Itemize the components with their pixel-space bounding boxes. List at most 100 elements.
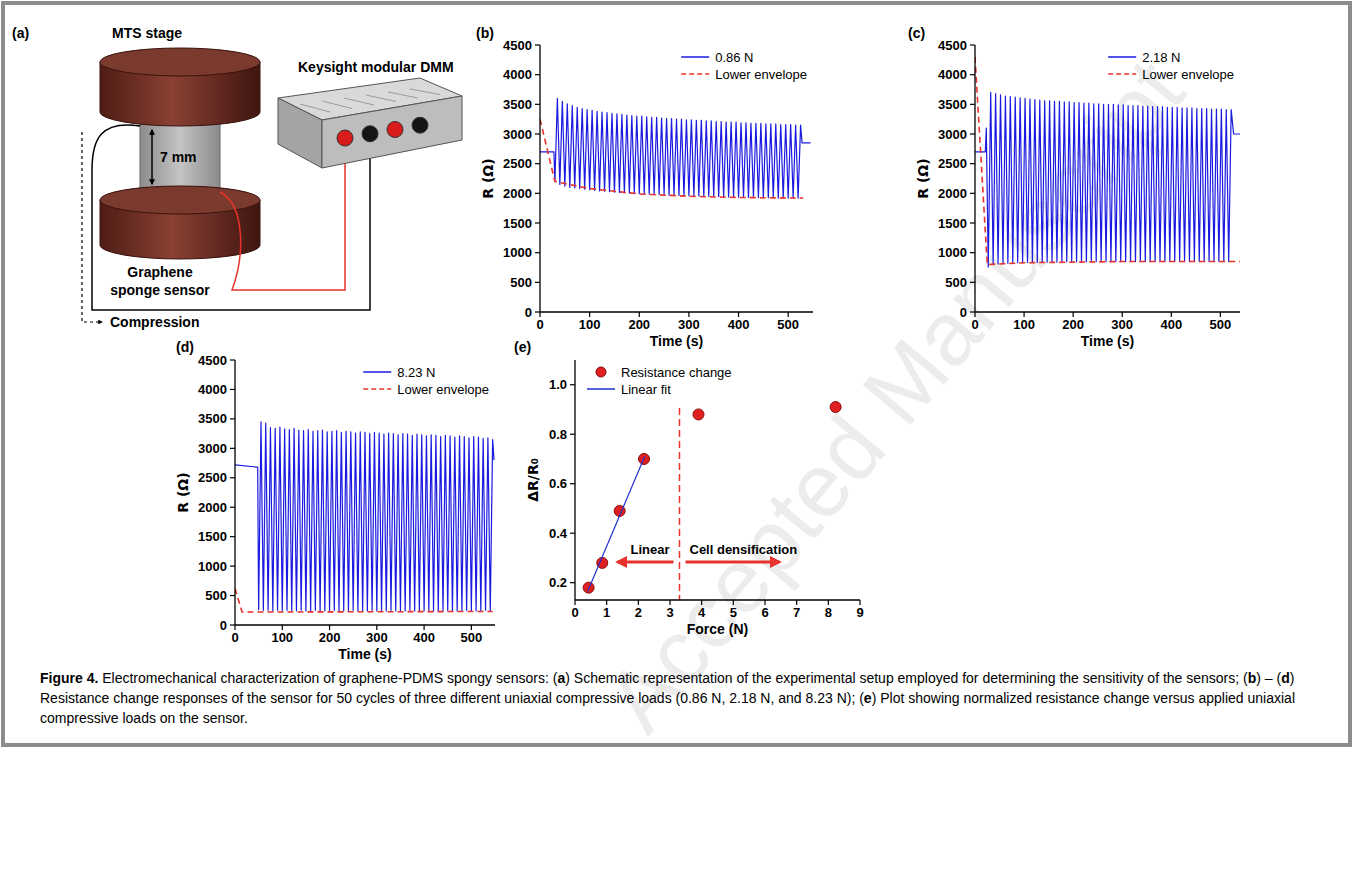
x-tick-label: 9	[856, 605, 863, 620]
dmm-vent	[300, 104, 330, 112]
legend: 8.23 NLower envelope	[363, 365, 489, 397]
watermark: Accepted Manuscript	[586, 41, 1203, 749]
y-tick	[230, 389, 235, 390]
x-tick-label: 1	[603, 605, 610, 620]
panel-label: (a)	[12, 25, 29, 41]
y-tick-label: 2000	[938, 186, 967, 201]
caption-label: Figure 4.	[40, 670, 98, 686]
y-tick	[970, 104, 975, 105]
y-tick-label: 1500	[938, 216, 967, 231]
plot-area	[540, 98, 811, 198]
y-tick	[230, 595, 235, 596]
series-line	[235, 422, 494, 611]
x-tick-label: 200	[1062, 317, 1084, 332]
y-tick	[535, 44, 540, 45]
y-tick	[230, 507, 235, 508]
y-tick-label: 500	[205, 588, 227, 603]
x-axis-title: Force (N)	[687, 621, 748, 637]
y-tick	[535, 222, 540, 223]
x-tick-label: 200	[319, 630, 341, 645]
y-tick-label: 3500	[198, 411, 227, 426]
series-line	[588, 456, 645, 591]
stage-label: MTS stage	[112, 25, 182, 41]
x-tick-label: 500	[777, 317, 799, 332]
gap-label: 7 mm	[160, 149, 197, 165]
legend-label: 2.18 N	[1142, 50, 1180, 65]
x-tick-label: 8	[825, 605, 832, 620]
dmm-vent	[366, 95, 396, 102]
y-tick-label: 0.2	[549, 575, 567, 590]
y-tick	[230, 566, 235, 567]
legend-swatch	[596, 367, 606, 377]
y-tick-label: 0.6	[549, 476, 567, 491]
y-tick-label: 0	[960, 305, 967, 320]
y-tick-label: 500	[945, 275, 967, 290]
y-tick-label: 1.0	[549, 377, 567, 392]
plot-area	[583, 402, 841, 594]
data-point	[693, 409, 704, 420]
dmm-vent	[322, 101, 352, 109]
caption-panel-ref: a	[557, 670, 565, 686]
y-tick-label: 4500	[938, 38, 967, 53]
y-tick-label: 4000	[198, 382, 227, 397]
y-tick	[535, 133, 540, 134]
caption-panel-ref: b	[1248, 670, 1257, 686]
y-tick-label: 3500	[938, 97, 967, 112]
figure: Accepted Manuscript7 mm(a)MTS stageKeysi…	[0, 0, 1354, 888]
y-tick	[535, 193, 540, 194]
y-tick-label: 2500	[198, 470, 227, 485]
x-tick-label: 400	[413, 630, 435, 645]
y-tick	[230, 624, 235, 625]
dmm-vent	[410, 89, 440, 95]
y-tick	[970, 133, 975, 134]
legend-label: 0.86 N	[715, 50, 753, 65]
y-tick	[570, 434, 575, 435]
y-tick-label: 3000	[938, 127, 967, 142]
y-tick-label: 0	[220, 618, 227, 633]
sensor-label-line: sponge sensor	[110, 282, 210, 298]
legend-label: Lower envelope	[1142, 67, 1234, 82]
legend-item: Lower envelope	[681, 67, 807, 82]
legend-swatch	[681, 56, 709, 58]
sensor-label-line: Graphene	[127, 264, 193, 280]
y-tick	[230, 418, 235, 419]
x-tick-label: 200	[628, 317, 650, 332]
legend-item: 0.86 N	[681, 50, 753, 65]
chart-panel: 0500100015002000250030003500400045000100…	[175, 339, 495, 662]
y-tick-label: 0.4	[549, 526, 568, 541]
panel-label: (e)	[514, 339, 531, 355]
x-tick-label: 500	[1210, 317, 1232, 332]
y-axis-title: R (Ω)	[915, 158, 931, 198]
y-tick-label: 2000	[503, 186, 532, 201]
caption: Figure 4. Electromechanical characteriza…	[40, 668, 1315, 728]
y-axis-title: R (Ω)	[175, 472, 191, 512]
legend-item: Lower envelope	[1108, 67, 1234, 82]
stage-top	[100, 48, 260, 76]
x-tick-label: 0	[231, 630, 238, 645]
y-tick	[535, 282, 540, 283]
y-tick-label: 1500	[198, 529, 227, 544]
chart-panel: 0500100015002000250030003500400045000100…	[908, 25, 1240, 349]
x-axis-title: Time (s)	[338, 646, 391, 662]
series-line	[540, 98, 811, 198]
legend: Resistance change Linear fit	[587, 365, 732, 397]
legend-label: 8.23 N	[397, 365, 435, 380]
legend-label: Linear fit	[621, 382, 671, 397]
y-tick-label: 0.8	[549, 427, 567, 442]
legend-label: Resistance change	[621, 365, 732, 380]
legend: 0.86 N Lower envelope	[681, 50, 807, 82]
x-tick-label: 2	[635, 605, 642, 620]
schematic: 7 mm(a)MTS stageKeysight modular DMMGrap…	[12, 25, 462, 330]
figure-svg: Accepted Manuscript7 mm(a)MTS stageKeysi…	[0, 0, 1354, 888]
x-axis	[235, 624, 495, 625]
chart-panel: 0500100015002000250030003500400045000100…	[476, 25, 813, 349]
y-tick	[230, 536, 235, 537]
y-axis	[974, 45, 975, 312]
y-tick	[535, 311, 540, 312]
figure-frame	[3, 3, 1350, 745]
legend-swatch	[363, 371, 391, 373]
compression-arrow	[82, 132, 102, 322]
dmm-terminal	[362, 126, 378, 142]
y-tick	[570, 384, 575, 385]
y-tick-label: 2500	[938, 156, 967, 171]
